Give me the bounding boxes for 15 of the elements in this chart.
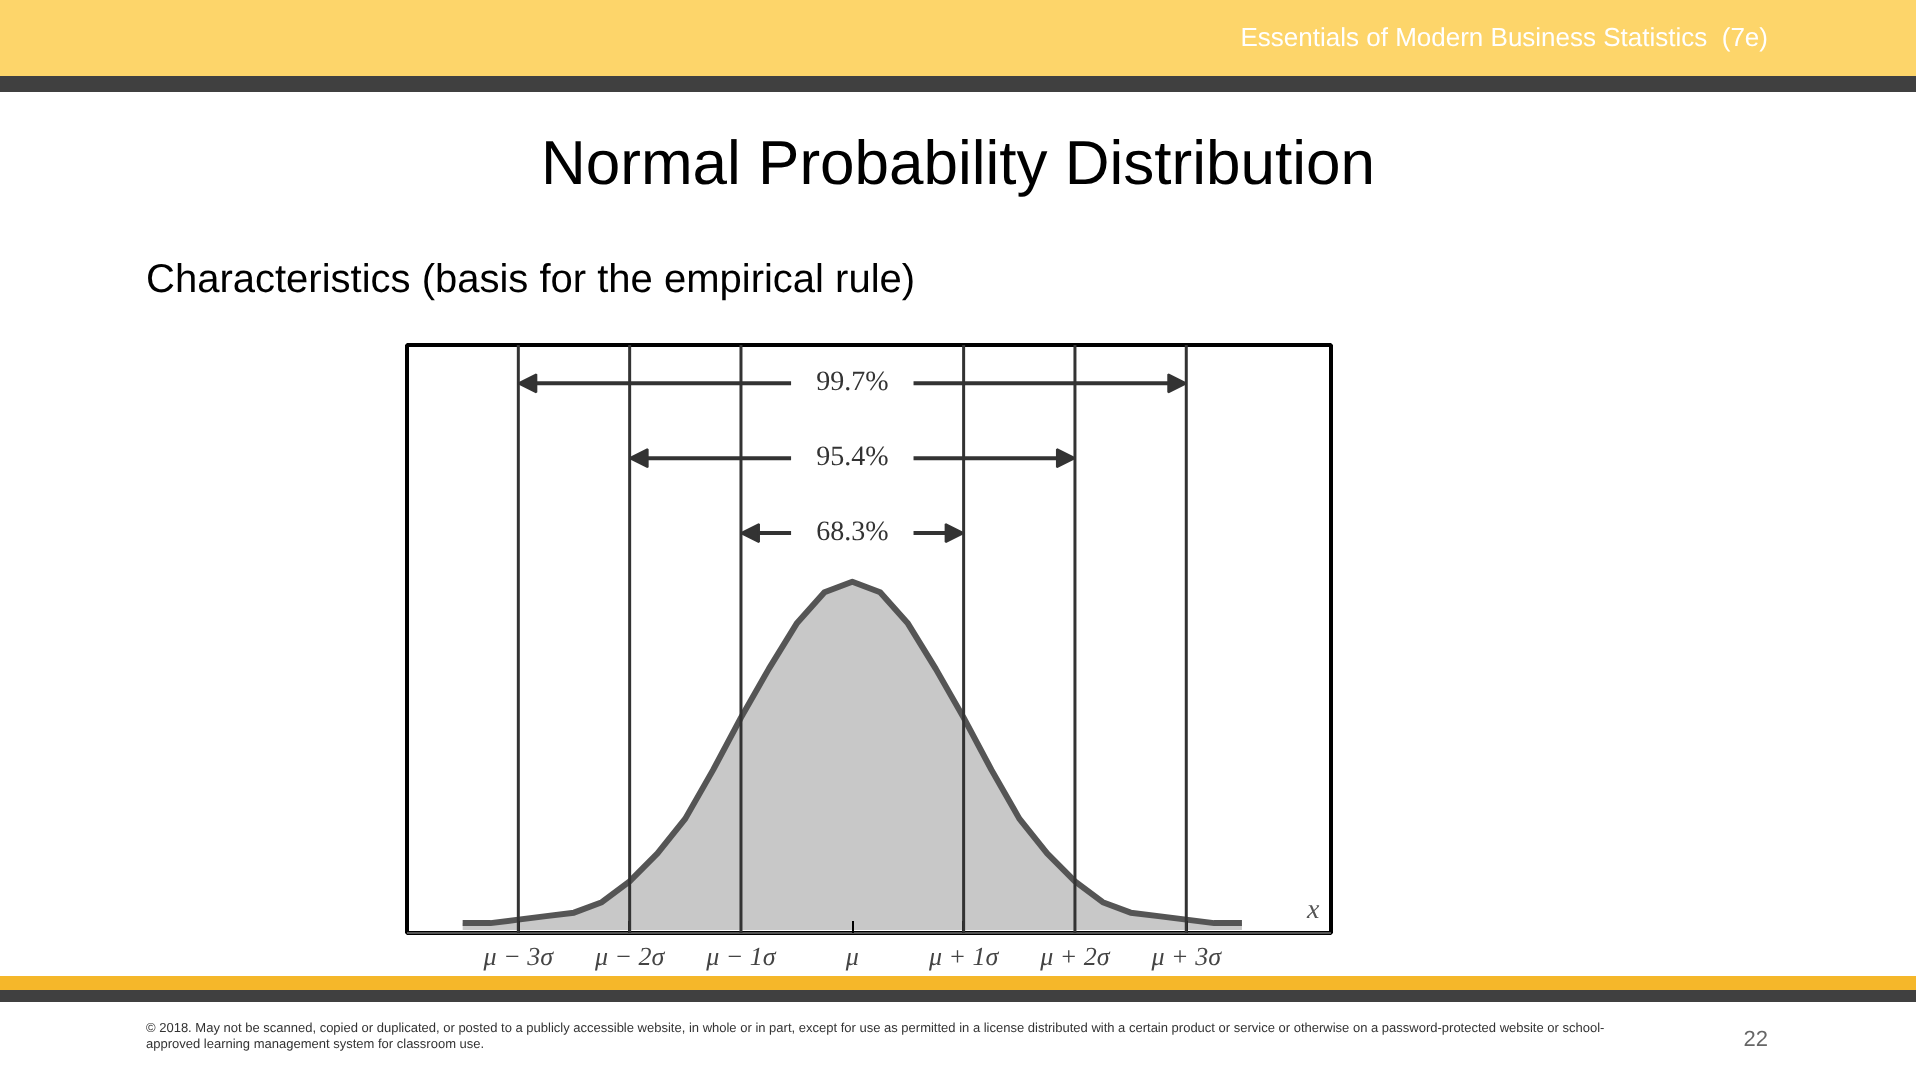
x-tick-label: μ + 2σ xyxy=(1038,941,1111,971)
x-tick-label: μ − 3σ xyxy=(481,941,555,971)
text: 99.7% xyxy=(816,368,890,399)
x-tick-label: μ xyxy=(843,941,860,971)
x-tick-label: μ + 1σ xyxy=(926,941,1000,971)
x-tick-label: μ + 3σ xyxy=(1149,941,1223,971)
x-tick-label: μ − 1σ xyxy=(704,941,777,971)
text: 95.4% xyxy=(816,443,890,474)
text: 68.3% xyxy=(816,518,890,549)
chart-title: Normal Probability Distribution xyxy=(539,126,1377,202)
text: Essentials of Modern Business Statistics (7e) xyxy=(1240,20,1768,56)
x-tick-label: μ − 2σ xyxy=(592,941,666,971)
chart-subtitle: Characteristics (basis for the empirical rule) xyxy=(144,256,918,307)
text: 22 xyxy=(1743,1026,1768,1056)
x-axis-title: x xyxy=(1305,896,1321,927)
